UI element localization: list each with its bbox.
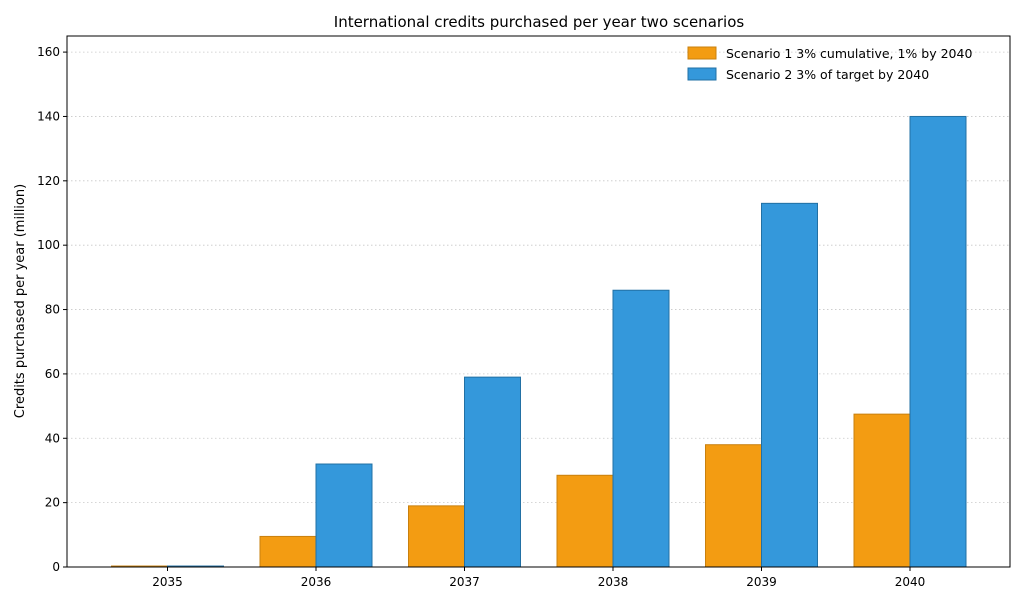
y-axis-title: Credits purchased per year (million) <box>13 184 28 418</box>
bar-series1-2036 <box>259 535 317 568</box>
y-tick-label: 40 <box>45 431 60 445</box>
y-tick-label: 160 <box>37 45 60 59</box>
bar-series1-2038 <box>556 474 614 568</box>
x-tick-label: 2039 <box>746 575 777 589</box>
y-tick-label: 100 <box>37 238 60 252</box>
plot-frame <box>66 35 1011 568</box>
x-tick-label: 2040 <box>895 575 926 589</box>
x-tick-label: 2037 <box>449 575 480 589</box>
bar-series2-2038 <box>612 289 670 568</box>
bar-series1-2037 <box>408 505 465 568</box>
x-axis: 2035 2036 2037 2038 2039 2040 <box>152 567 925 589</box>
y-tick-label: 140 <box>37 109 60 123</box>
legend-swatch-series2 <box>687 67 717 81</box>
bar-series2-2040 <box>909 115 967 568</box>
chart-title: International credits purchased per year… <box>334 13 745 31</box>
x-tick-label: 2036 <box>301 575 332 589</box>
y-tick-label: 60 <box>45 367 60 381</box>
y-tick-label: 120 <box>37 174 60 188</box>
y-tick-label: 80 <box>45 303 60 317</box>
bar-series2-2036 <box>315 463 373 568</box>
y-tick-label: 0 <box>52 560 60 574</box>
y-tick-label: 20 <box>45 496 60 510</box>
bar-series2-2039 <box>761 202 818 568</box>
x-tick-label: 2035 <box>152 575 183 589</box>
y-axis: 0 20 40 60 80 100 120 140 160 <box>37 45 67 574</box>
legend-label-series1: Scenario 1 3% cumulative, 1% by 2040 <box>726 46 972 61</box>
bar-series1-2039 <box>705 444 762 568</box>
bars <box>111 115 967 568</box>
x-tick-label: 2038 <box>598 575 629 589</box>
legend-swatch-series1 <box>687 46 717 60</box>
bar-series2-2037 <box>464 376 521 568</box>
legend-label-series2: Scenario 2 3% of target by 2040 <box>726 67 929 82</box>
bar-series1-2040 <box>853 413 911 568</box>
legend: Scenario 1 3% cumulative, 1% by 2040 Scen… <box>687 46 972 82</box>
grid-lines <box>67 51 1010 504</box>
